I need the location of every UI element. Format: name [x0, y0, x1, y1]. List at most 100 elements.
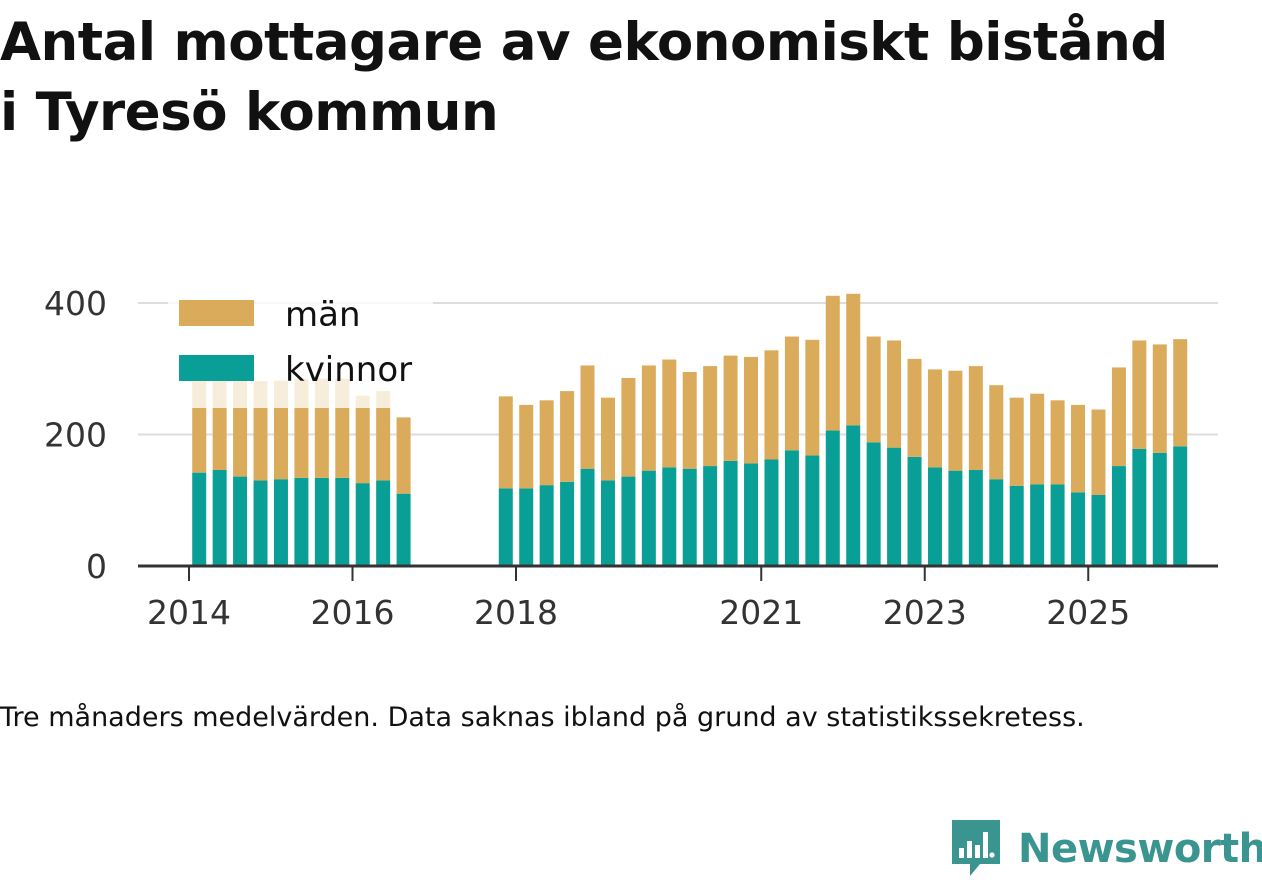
newsworthy-logo-icon — [952, 820, 1000, 876]
bar-man-42 — [1050, 400, 1065, 485]
bar-kvinnor-37 — [948, 470, 963, 566]
bar-man-35 — [907, 358, 922, 457]
bar-man-8 — [355, 395, 370, 484]
bar-man-47 — [1152, 344, 1167, 453]
bar-man-15 — [498, 396, 513, 489]
bar-kvinnor-23 — [662, 467, 677, 566]
bar-man-37 — [948, 370, 963, 471]
bar-man-22 — [641, 365, 656, 471]
chart-title-line-2: i Tyresö kommun — [0, 82, 499, 143]
legend-label-0: män — [285, 295, 361, 335]
bar-man-20 — [600, 397, 615, 481]
bar-kvinnor-47 — [1152, 452, 1167, 566]
bar-kvinnor-16 — [519, 488, 534, 566]
legend-label-1: kvinnor — [285, 350, 412, 390]
bar-kvinnor-24 — [682, 468, 697, 566]
bar-kvinnor-41 — [1030, 484, 1045, 566]
bar-kvinnor-3 — [253, 480, 268, 566]
x-tick-label-2018: 2018 — [474, 593, 558, 632]
bar-kvinnor-6 — [314, 477, 329, 566]
bar-man-34 — [887, 340, 902, 448]
bar-kvinnor-25 — [703, 466, 718, 566]
bar-kvinnor-8 — [355, 483, 370, 566]
bar-man-30 — [805, 339, 820, 456]
bar-kvinnor-45 — [1111, 466, 1126, 566]
bar-kvinnor-33 — [866, 442, 881, 566]
bar-kvinnor-26 — [723, 460, 738, 566]
bar-man-28 — [764, 350, 779, 460]
bar-kvinnor-46 — [1132, 448, 1147, 566]
bar-kvinnor-38 — [968, 470, 983, 566]
bars — [192, 293, 1188, 566]
bar-kvinnor-0 — [192, 472, 207, 566]
bar-kvinnor-27 — [744, 463, 759, 566]
bar-kvinnor-29 — [784, 450, 799, 566]
bar-kvinnor-40 — [1009, 485, 1024, 566]
legend: män kvinnor — [168, 294, 433, 408]
bar-man-32 — [846, 293, 861, 426]
bar-kvinnor-34 — [887, 447, 902, 566]
bar-man-36 — [927, 369, 942, 468]
bar-man-39 — [989, 385, 1004, 480]
bar-man-29 — [784, 336, 799, 451]
x-tick-label-2021: 2021 — [719, 593, 803, 632]
stacked-bar-chart: män kvinnor 0 200 400 2014 2016 2018 2021 2023 20… — [44, 284, 1218, 632]
bar-man-31 — [825, 295, 840, 431]
bar-kvinnor-19 — [580, 468, 595, 566]
bar-kvinnor-22 — [641, 470, 656, 566]
x-tick-label-2014: 2014 — [147, 593, 231, 632]
bar-kvinnor-36 — [927, 467, 942, 566]
bar-kvinnor-17 — [539, 485, 554, 566]
bar-kvinnor-5 — [294, 477, 309, 566]
bar-man-33 — [866, 336, 881, 443]
x-tick-label-2023: 2023 — [883, 593, 967, 632]
bar-kvinnor-48 — [1173, 446, 1188, 566]
legend-swatch-1 — [179, 355, 254, 381]
bar-kvinnor-1 — [212, 470, 227, 566]
bar-kvinnor-32 — [846, 425, 861, 566]
bar-man-16 — [519, 404, 534, 489]
brand-name: Newsworthy — [1018, 826, 1262, 872]
bar-man-27 — [744, 356, 759, 464]
x-tick-label-2025: 2025 — [1046, 593, 1130, 632]
bar-kvinnor-9 — [376, 480, 391, 566]
bar-kvinnor-7 — [335, 477, 350, 566]
bar-kvinnor-39 — [989, 479, 1004, 566]
bar-man-45 — [1111, 367, 1126, 467]
x-tick-label-2016: 2016 — [311, 593, 395, 632]
y-tick-label-0: 0 — [86, 547, 107, 586]
bar-man-40 — [1009, 397, 1024, 486]
bar-man-48 — [1173, 339, 1188, 447]
bar-man-17 — [539, 400, 554, 486]
bar-man-21 — [621, 377, 636, 477]
bar-man-46 — [1132, 340, 1147, 449]
bar-man-44 — [1091, 409, 1106, 495]
y-tick-label-200: 200 — [44, 416, 107, 455]
y-tick-label-400: 400 — [44, 284, 107, 323]
bar-man-38 — [968, 366, 983, 471]
axes: 0 200 400 2014 2016 2018 2021 2023 2025 — [44, 284, 1218, 632]
chart-caption: Tre månaders medelvärden. Data saknas ib… — [0, 702, 1085, 733]
bar-kvinnor-15 — [498, 488, 513, 566]
bar-man-43 — [1071, 404, 1086, 493]
legend-swatch-0 — [179, 300, 254, 326]
bar-man-24 — [682, 372, 697, 469]
bar-kvinnor-21 — [621, 476, 636, 566]
bar-man-19 — [580, 365, 595, 469]
bar-man-9 — [376, 391, 391, 481]
bar-kvinnor-35 — [907, 456, 922, 566]
chart-title-line-1: Antal mottagare av ekonomiskt bistånd — [0, 12, 1168, 73]
bar-kvinnor-28 — [764, 459, 779, 566]
newsworthy-logo[interactable]: Newsworthy — [950, 818, 1262, 880]
bar-man-41 — [1030, 393, 1045, 485]
bar-man-26 — [723, 355, 738, 461]
bar-kvinnor-10 — [396, 493, 411, 566]
bar-kvinnor-31 — [825, 430, 840, 566]
bar-man-18 — [560, 391, 575, 482]
bar-kvinnor-20 — [600, 480, 615, 566]
bar-man-10 — [396, 417, 411, 494]
bar-man-23 — [662, 359, 677, 468]
bar-kvinnor-4 — [273, 479, 288, 566]
chart-title: Antal mottagare av ekonomiskt bistånd i … — [0, 8, 1262, 148]
bar-kvinnor-42 — [1050, 484, 1065, 566]
